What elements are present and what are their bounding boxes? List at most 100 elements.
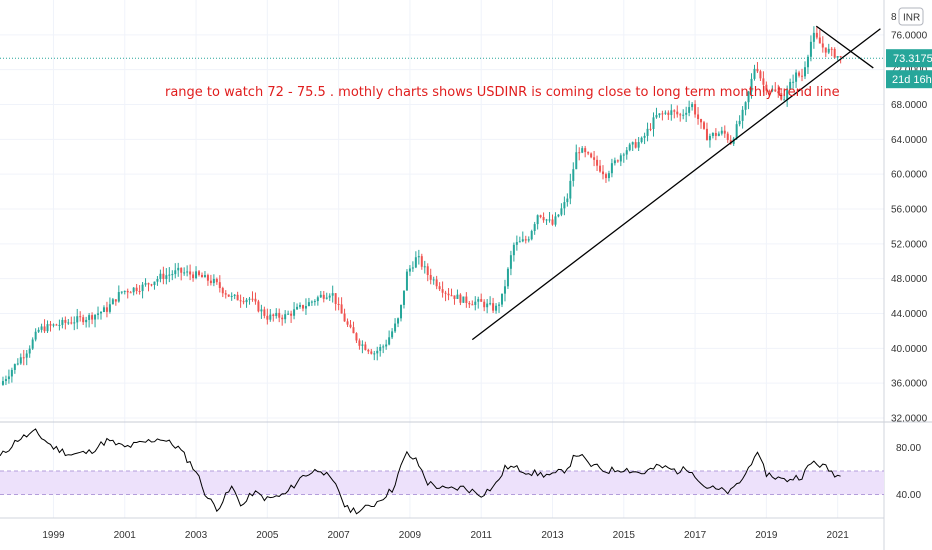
- candle-body: [117, 292, 120, 302]
- short-term-trend-line: [815, 25, 874, 69]
- price-tick-label: 44.0000: [891, 309, 928, 320]
- candle-body: [379, 346, 382, 351]
- candle-body: [370, 351, 373, 354]
- candle-body: [79, 316, 82, 318]
- candle-body: [450, 295, 453, 297]
- candle-body: [376, 350, 379, 354]
- candle-body: [203, 275, 206, 278]
- candle-body: [780, 93, 783, 100]
- time-axis[interactable]: 1999 2001 2003 2005 2007 2009 2011 2013 2015 2017…: [42, 530, 849, 541]
- candle-body: [129, 292, 132, 294]
- candle-body: [694, 104, 697, 115]
- rsi-axis: 80.00 40.00: [896, 443, 921, 501]
- candle-body: [756, 68, 759, 72]
- candle-body: [141, 284, 144, 292]
- candle-body: [518, 241, 521, 243]
- candle-body: [572, 169, 575, 181]
- svg-text:73.3175: 73.3175: [893, 53, 932, 65]
- candle-body: [768, 90, 771, 92]
- candle-body: [301, 305, 304, 309]
- candle-body: [625, 150, 628, 155]
- candle-body: [287, 313, 290, 315]
- candle-body: [88, 315, 91, 320]
- currency-badge[interactable]: INR: [898, 7, 924, 26]
- candle-body: [43, 326, 46, 332]
- candle-body: [441, 289, 444, 293]
- candle-body: [530, 230, 533, 240]
- candle-body: [631, 142, 634, 145]
- candle-body: [501, 293, 504, 305]
- year-tick-label: 2019: [755, 530, 778, 541]
- candle-body: [138, 291, 141, 293]
- candle-body: [40, 326, 43, 330]
- candle-body: [610, 163, 613, 174]
- candle-body: [444, 292, 447, 294]
- candle-body: [824, 47, 827, 53]
- candle-body: [700, 119, 703, 123]
- candle-body: [515, 242, 518, 245]
- long-term-trend-line: [471, 28, 881, 341]
- price-tick-label: 40.0000: [891, 344, 928, 355]
- candle-body: [604, 174, 607, 179]
- candle-body: [70, 322, 73, 324]
- candle-body: [4, 379, 7, 382]
- year-tick-label: 2007: [328, 530, 351, 541]
- candle-body: [349, 324, 352, 328]
- candle-body: [655, 115, 658, 118]
- candle-body: [753, 68, 756, 79]
- year-tick-label: 2013: [541, 530, 564, 541]
- candle-body: [260, 309, 263, 312]
- price-tick-label: 76.0000: [891, 30, 928, 41]
- candle-body: [408, 268, 411, 272]
- candle-body: [619, 155, 622, 162]
- candle-body: [432, 279, 435, 281]
- candle-body: [55, 324, 58, 326]
- candle-body: [91, 315, 94, 320]
- candle-body: [593, 157, 596, 160]
- candle-body: [334, 293, 337, 304]
- candle-body: [16, 363, 19, 365]
- top-axis-label: 8: [891, 12, 897, 23]
- candle-body: [156, 278, 159, 282]
- candle-body: [19, 357, 22, 364]
- candle-body: [322, 294, 325, 299]
- candle-body: [542, 217, 545, 221]
- candle-body: [61, 319, 64, 325]
- candle-body: [108, 304, 111, 312]
- candle-body: [801, 75, 804, 77]
- candle-body: [720, 130, 723, 134]
- candle-body: [49, 324, 52, 326]
- candle-body: [52, 324, 55, 326]
- candle-body: [180, 267, 183, 273]
- rsi-tick-label: 40.00: [896, 490, 921, 501]
- candle-body: [777, 91, 780, 94]
- candle-body: [426, 266, 429, 275]
- candle-body: [209, 280, 212, 284]
- candle-body: [679, 114, 682, 116]
- price-tick-label: 56.0000: [891, 205, 928, 216]
- candle-body: [670, 110, 673, 115]
- candle-body: [73, 322, 76, 324]
- candle-body: [245, 299, 248, 303]
- candle-body: [708, 135, 711, 141]
- candle-body: [435, 279, 438, 287]
- candle-body: [806, 56, 809, 68]
- svg-text:21d 16h: 21d 16h: [892, 74, 932, 86]
- candle-body: [64, 319, 67, 323]
- candle-body: [533, 224, 536, 231]
- candle-body: [566, 198, 569, 203]
- candle-body: [278, 312, 281, 318]
- price-axis[interactable]: 32.0000 36.0000 40.0000 44.0000 48.0000 52.00…: [891, 30, 928, 424]
- candle-body: [750, 78, 753, 92]
- candle-body: [480, 299, 483, 302]
- candle-body: [22, 357, 25, 359]
- candle-body: [667, 112, 670, 115]
- candle-body: [536, 215, 539, 225]
- candle-body: [512, 244, 515, 256]
- price-tick-label: 60.0000: [891, 170, 928, 181]
- candle-body: [453, 295, 456, 299]
- candle-body: [281, 317, 284, 320]
- candle-body: [483, 301, 486, 308]
- candle-body: [762, 78, 765, 85]
- candle-body: [391, 331, 394, 338]
